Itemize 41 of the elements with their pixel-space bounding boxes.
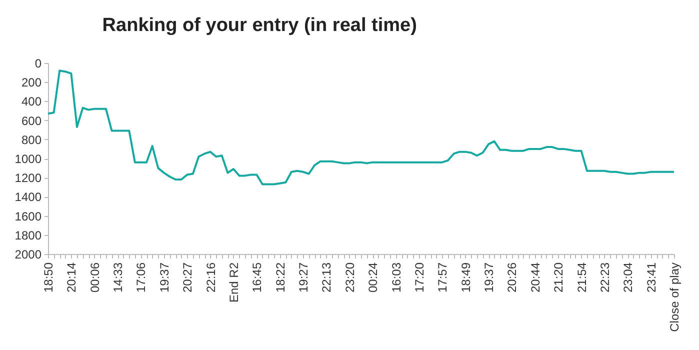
y-tick-label: 1800 <box>14 228 42 242</box>
x-tick-label: 20:26 <box>505 262 520 293</box>
x-tick-label: 19:37 <box>157 262 172 293</box>
x-tick-label: 19:27 <box>296 262 311 293</box>
x-tick-label: 23:04 <box>621 262 636 293</box>
x-tick-label: Close of play <box>668 262 682 332</box>
x-tick-label: 00:06 <box>88 262 102 293</box>
x-tick-label: 20:14 <box>64 262 79 293</box>
x-tick-label: 22:16 <box>204 262 218 293</box>
x-tick-label: 17:20 <box>412 262 426 293</box>
x-tick-label: 18:49 <box>458 262 473 293</box>
y-tick-label: 0 <box>34 56 42 70</box>
x-tick-label: 19:37 <box>482 262 496 293</box>
x-tick-label: End R2 <box>226 262 241 303</box>
y-tick-label: 1600 <box>14 209 42 224</box>
chart-title: Ranking of your entry (in real time) <box>102 15 417 36</box>
x-tick-label: 16:03 <box>389 262 404 293</box>
x-tick-label: 21:20 <box>552 262 566 293</box>
x-tick-label: 17:57 <box>436 262 450 293</box>
x-tick-label: 23:20 <box>342 262 357 293</box>
y-tick-label: 800 <box>21 132 42 147</box>
x-tick-label: 22:23 <box>598 262 612 293</box>
x-tick-label: 16:45 <box>250 262 264 293</box>
x-tick-label: 18:50 <box>42 262 56 293</box>
x-tick-label: 21:54 <box>574 262 589 293</box>
y-tick-label: 400 <box>21 94 42 109</box>
line-series <box>47 70 675 186</box>
x-tick-label: 17:06 <box>134 262 148 293</box>
x-tick-label: 20:27 <box>180 262 195 293</box>
x-tick-label: 23:41 <box>644 262 658 293</box>
y-tick-label: 600 <box>21 114 42 128</box>
x-tick-label: 20:44 <box>528 262 542 293</box>
x-tick-label: 18:22 <box>273 262 288 293</box>
y-tick-label: 2000 <box>14 248 42 262</box>
x-tick-label: 00:24 <box>366 262 380 293</box>
y-tick-label: 200 <box>21 76 42 90</box>
y-tick-label: 1200 <box>14 171 42 186</box>
x-tick-label: 14:33 <box>111 262 126 293</box>
y-tick-label: 1400 <box>14 190 42 204</box>
y-tick-label: 1000 <box>14 152 42 166</box>
x-tick-label: 22:13 <box>320 262 334 293</box>
